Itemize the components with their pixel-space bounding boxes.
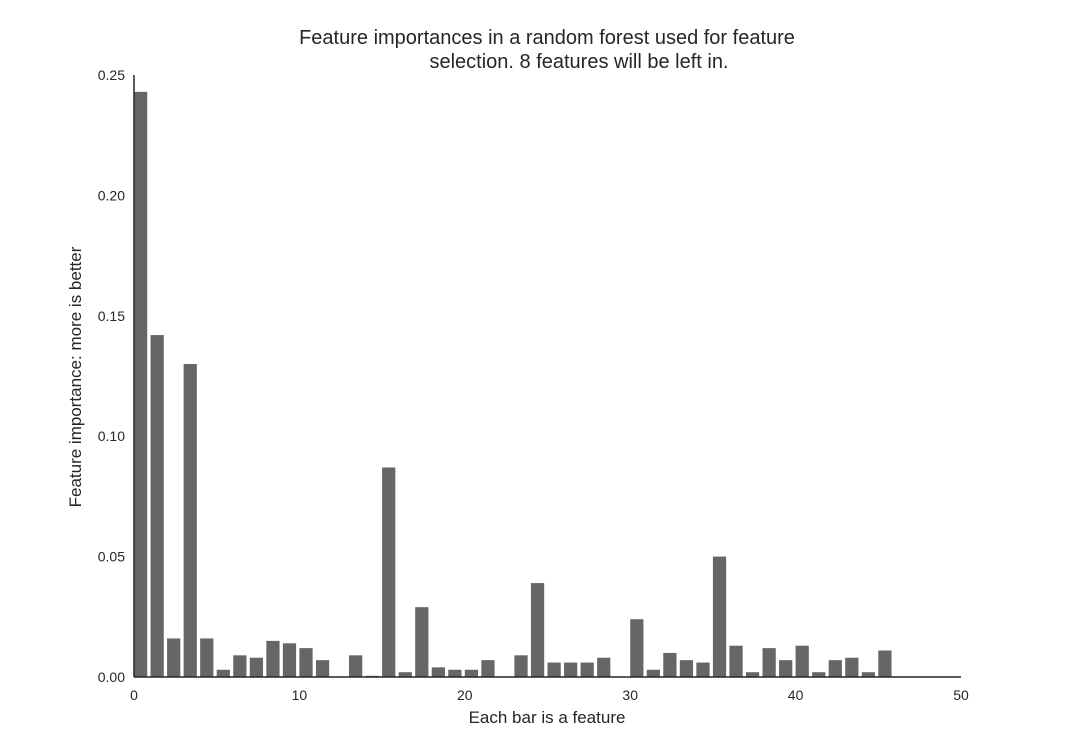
bar-feature-6 (233, 655, 247, 677)
x-tick-label: 10 (292, 687, 308, 703)
bar-feature-4 (200, 638, 214, 677)
y-tick-label: 0.25 (98, 67, 125, 83)
y-axis-label: Feature importance: more is better (66, 246, 85, 507)
bar-feature-36 (729, 645, 743, 677)
y-tick-labels: 0.00 0.05 0.10 0.15 0.20 0.25 (98, 67, 125, 685)
bar-feature-7 (249, 657, 264, 677)
y-tick-label: 0.05 (98, 549, 125, 565)
bar-feature-8 (266, 640, 280, 677)
y-tick-label: 0.15 (98, 308, 125, 324)
bar-feature-21 (481, 660, 495, 677)
bar-feature-33 (679, 660, 694, 677)
bar-feature-24 (530, 583, 545, 677)
bar-feature-13 (349, 655, 363, 677)
x-tick-labels: 0 10 20 30 40 50 (130, 687, 969, 703)
bar-feature-38 (762, 648, 776, 677)
chart-title-line-1: Feature importances in a random forest u… (299, 27, 795, 49)
bar-feature-34 (696, 662, 710, 677)
bar-feature-27 (580, 662, 594, 677)
y-tick-label: 0.10 (98, 428, 125, 444)
x-tick-label: 40 (788, 687, 804, 703)
bar-feature-5 (216, 669, 230, 677)
bar-feature-35 (712, 556, 727, 677)
bar-feature-31 (646, 669, 660, 677)
bar-feature-0 (134, 91, 148, 677)
bar-feature-10 (299, 648, 313, 677)
x-tick-label: 30 (622, 687, 638, 703)
bar-feature-9 (282, 643, 297, 677)
y-tick-label: 0.00 (98, 669, 125, 685)
chart-title: Feature importances in a random forest u… (299, 27, 795, 73)
bar-feature-41 (812, 672, 826, 677)
bar-feature-25 (547, 662, 561, 677)
x-tick-label: 50 (953, 687, 969, 703)
bar-feature-1 (150, 335, 164, 677)
bar-feature-45 (878, 650, 892, 677)
bar-feature-43 (845, 657, 859, 677)
bar-feature-11 (315, 660, 330, 677)
x-tick-label: 0 (130, 687, 138, 703)
bar-feature-20 (464, 669, 479, 677)
bar-feature-37 (745, 672, 760, 677)
bar-feature-30 (630, 619, 644, 677)
bar-feature-15 (382, 467, 396, 677)
bar-feature-2 (167, 638, 181, 677)
bar-feature-28 (597, 657, 611, 677)
bar-feature-16 (398, 672, 412, 677)
chart-title-line-2: selection. 8 features will be left in. (429, 51, 728, 73)
bar-feature-32 (663, 652, 677, 677)
y-tick-label: 0.20 (98, 187, 125, 203)
bar-feature-26 (564, 662, 578, 677)
bar-feature-44 (861, 672, 875, 677)
bar-feature-40 (795, 645, 809, 677)
bar-feature-17 (415, 607, 429, 677)
bar-feature-18 (431, 667, 445, 677)
bar-feature-23 (514, 655, 528, 677)
x-tick-label: 20 (457, 687, 473, 703)
bars-group (134, 91, 892, 677)
bar-feature-42 (828, 660, 842, 677)
bar-feature-3 (183, 363, 197, 677)
x-axis-label: Each bar is a feature (469, 708, 626, 727)
bar-feature-39 (779, 660, 793, 677)
bar-feature-19 (448, 669, 462, 677)
